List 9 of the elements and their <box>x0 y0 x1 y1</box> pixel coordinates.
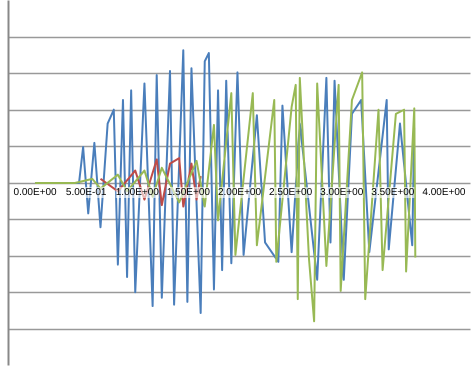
x-tick-label: 0.00E+00 <box>14 187 58 198</box>
x-tick-label: 4.00E+00 <box>422 187 466 198</box>
x-tick-label: 5.00E-01 <box>66 187 107 198</box>
x-tick-label: 3.00E+00 <box>320 187 364 198</box>
x-tick-label: 1.00E+00 <box>116 187 160 198</box>
x-tick-label: 3.50E+00 <box>371 187 415 198</box>
x-tick-label: 2.00E+00 <box>218 187 262 198</box>
x-tick-label: 2.50E+00 <box>269 187 313 198</box>
x-tick-label: 1.50E+00 <box>166 187 210 198</box>
